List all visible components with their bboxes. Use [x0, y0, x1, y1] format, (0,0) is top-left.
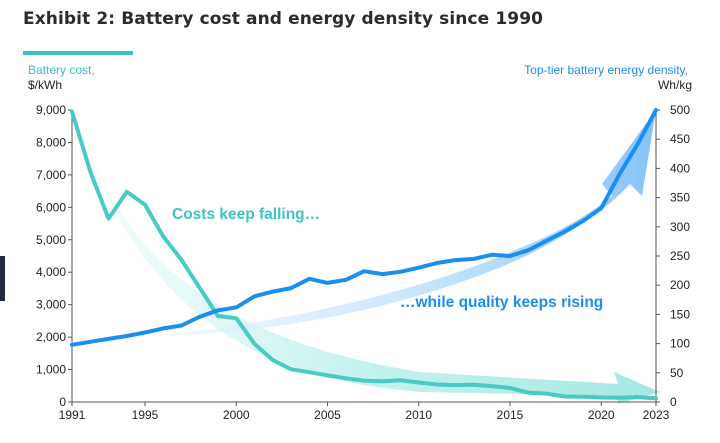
right-tick-label: 350 — [670, 191, 690, 205]
right-axis-label-line1: Top-tier battery energy density, — [524, 63, 688, 77]
x-tick-label: 2005 — [314, 408, 341, 422]
x-tick-label: 1991 — [59, 408, 86, 422]
left-tick-label: 2,000 — [36, 330, 66, 344]
x-tick-label: 1995 — [132, 408, 159, 422]
energy-density-line — [70, 108, 658, 347]
right-tick-label: 400 — [670, 161, 690, 175]
x-tick-label: 2023 — [643, 408, 670, 422]
left-axis-label-line1: Battery cost, — [28, 63, 95, 77]
left-edge-marker — [0, 256, 5, 301]
left-axis-label-line2: $/kWh — [28, 78, 62, 92]
density-trend-arrow — [150, 110, 656, 336]
x-tick-label: 2015 — [497, 408, 524, 422]
left-tick-label: 7,000 — [36, 168, 66, 182]
right-tick-label: 300 — [670, 220, 690, 234]
right-tick-label: 500 — [670, 103, 690, 117]
left-tick-label: 6,000 — [36, 200, 66, 214]
title-underline — [23, 51, 133, 55]
battery-cost-line — [70, 109, 658, 401]
right-tick-label: 250 — [670, 249, 690, 263]
cost-trend-arrow — [74, 112, 660, 404]
left-tick-label: 9,000 — [36, 103, 66, 117]
right-tick-label: 100 — [670, 337, 690, 351]
right-axis-label-line2: Wh/kg — [658, 78, 692, 92]
x-tick-label: 2000 — [223, 408, 250, 422]
right-tick-label: 450 — [670, 132, 690, 146]
left-tick-label: 4,000 — [36, 265, 66, 279]
left-tick-label: 0 — [59, 395, 66, 409]
left-tick-label: 8,000 — [36, 135, 66, 149]
right-tick-label: 50 — [670, 366, 684, 380]
density-annotation: …while quality keeps rising — [400, 294, 603, 311]
left-tick-label: 5,000 — [36, 233, 66, 247]
x-tick-label: 2010 — [405, 408, 432, 422]
left-tick-label: 3,000 — [36, 298, 66, 312]
right-tick-label: 150 — [670, 307, 690, 321]
exhibit-title: Exhibit 2: Battery cost and energy densi… — [23, 9, 544, 29]
x-tick-label: 2020 — [588, 408, 615, 422]
left-tick-label: 1,000 — [36, 363, 66, 377]
right-tick-label: 200 — [670, 278, 690, 292]
right-tick-label: 0 — [670, 395, 677, 409]
cost-annotation: Costs keep falling… — [172, 206, 320, 223]
